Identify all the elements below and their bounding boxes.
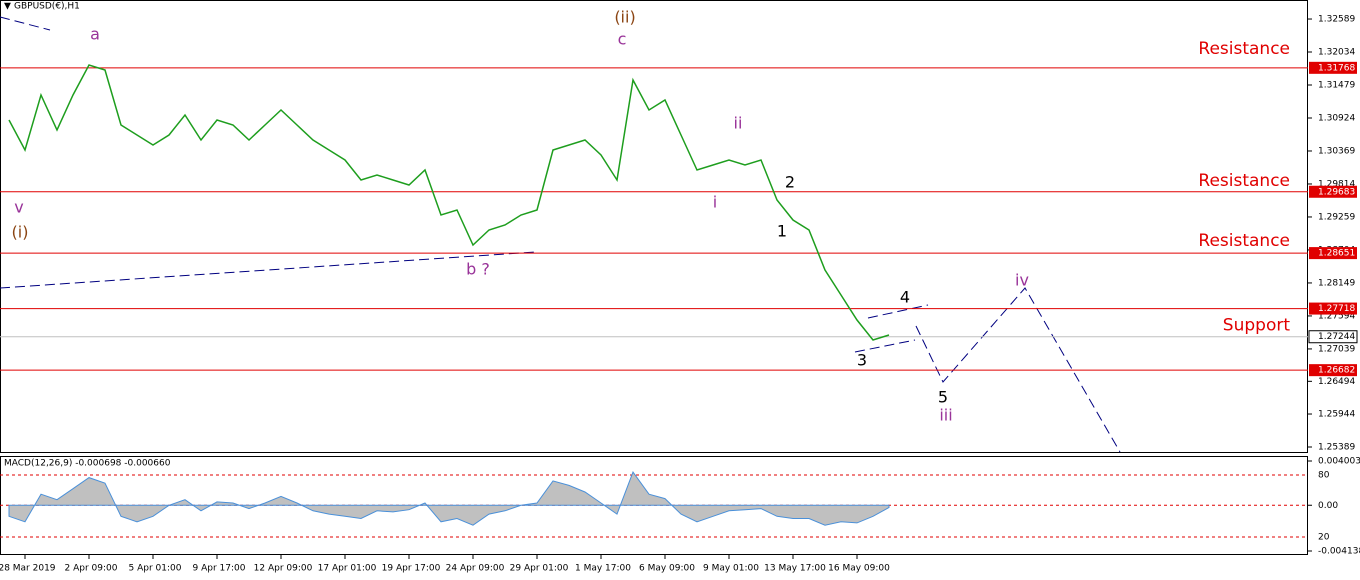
x-tick-label: 9 May 01:00 — [703, 564, 759, 574]
macd-area — [8, 471, 890, 526]
level-label: Resistance — [1198, 171, 1290, 191]
x-tick-label: 1 May 17:00 — [575, 564, 631, 574]
wave-label: iv — [1015, 271, 1029, 290]
x-tick-label: 9 Apr 17:00 — [193, 564, 246, 574]
wave-label: (ii) — [614, 8, 635, 27]
wave-label: a — [90, 25, 100, 44]
level-tag — [1309, 364, 1357, 377]
x-tick-label: 16 May 09:00 — [828, 564, 890, 574]
level-tag — [1309, 61, 1357, 74]
y-tick-label: 1.27594 — [1318, 311, 1355, 321]
y-tick-label: 1.26494 — [1318, 377, 1355, 387]
x-tick-label: 19 Apr 17:00 — [382, 564, 441, 574]
wave-label: (i) — [12, 223, 29, 242]
y-tick-label: 1.28149 — [1318, 278, 1355, 288]
price-line — [8, 64, 890, 341]
wave-label: 2 — [785, 173, 795, 192]
wave-label: i — [713, 193, 717, 212]
wave-label: 5 — [938, 388, 948, 407]
wave-label: iii — [939, 406, 952, 425]
drawn-lines — [0, 16, 1121, 453]
y-tick-label: 1.32589 — [1318, 15, 1355, 25]
wave-label: c — [618, 30, 627, 49]
macd-tick-label: 0.00 — [1318, 501, 1338, 511]
y-tick-label: 1.25944 — [1318, 410, 1355, 420]
macd-tick-label: 0.004003 — [1318, 457, 1360, 467]
y-tick-label: 1.29259 — [1318, 212, 1355, 222]
channel-line — [854, 339, 916, 353]
current-price-tag — [1308, 330, 1358, 344]
wave-label: v — [14, 198, 23, 217]
level-tag — [1309, 302, 1357, 315]
x-tick-label: 5 Apr 01:00 — [129, 564, 182, 574]
level-value: 1.31768 — [1318, 63, 1355, 73]
trend-line — [0, 16, 51, 31]
y-tick-label: 1.25389 — [1318, 443, 1355, 453]
channel-line — [867, 304, 929, 319]
y-tick-label: 1.30924 — [1318, 113, 1355, 123]
wave-label: 4 — [900, 288, 910, 307]
current-price-value: 1.27244 — [1318, 332, 1355, 342]
level-label: Resistance — [1198, 39, 1290, 59]
macd-tick-label: -0.004138 — [1318, 547, 1360, 557]
x-tick-label: 24 Apr 09:00 — [446, 564, 505, 574]
level-label: Resistance — [1198, 231, 1290, 251]
x-tick-label: 12 Apr 09:00 — [254, 564, 313, 574]
wave-label: b ? — [466, 260, 490, 279]
y-tick-label: 1.32034 — [1318, 48, 1355, 58]
level-tag — [1309, 185, 1357, 198]
level-value: 1.29683 — [1318, 187, 1355, 197]
plot-layer: 1.32589 1.32034 1.31479 1.30924 1.30369 1.298… — [0, 8, 1360, 574]
wave-label: ii — [734, 114, 743, 133]
x-tick-label: 17 Apr 01:00 — [318, 564, 377, 574]
x-tick-label: 6 May 09:00 — [639, 564, 695, 574]
level-tag — [1309, 247, 1357, 260]
y-tick-label: 1.30369 — [1318, 146, 1355, 156]
y-tick-label: 1.31479 — [1318, 81, 1355, 91]
x-tick-label: 2 Apr 09:00 — [65, 564, 118, 574]
macd-guide-label: 80 — [1318, 471, 1330, 481]
macd-title: MACD(12,26,9) -0.000698 -0.000660 — [4, 459, 171, 469]
symbol-label: GBPUSD(€),H1 — [14, 2, 80, 12]
level-value: 1.27718 — [1318, 304, 1355, 314]
level-label: Support — [1223, 316, 1291, 336]
x-tick-label: 13 May 17:00 — [764, 564, 826, 574]
level-value: 1.26682 — [1318, 366, 1355, 376]
menu-arrow[interactable]: ▼ — [4, 2, 11, 12]
x-tick-label: 28 Mar 2019 — [0, 564, 56, 574]
wave-label: 1 — [777, 222, 787, 241]
wave-label: 3 — [857, 351, 867, 370]
level-value: 1.28651 — [1318, 249, 1355, 259]
macd-guide-label: 20 — [1318, 533, 1330, 543]
x-tick-label: 29 Apr 01:00 — [510, 564, 569, 574]
y-tick-label: 1.27039 — [1318, 344, 1355, 354]
y-tick-label: 1.29814 — [1318, 179, 1355, 189]
main-panel-frame — [0, 0, 1308, 453]
projection-path — [915, 287, 1121, 453]
